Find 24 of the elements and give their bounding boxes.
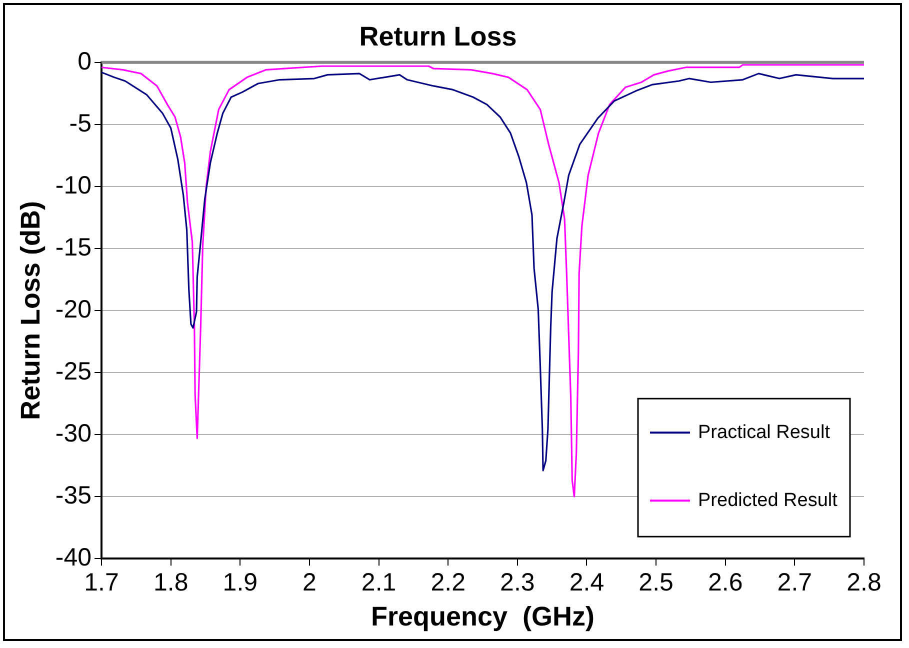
x-tick-label: 1.9 — [222, 568, 258, 596]
chart-title: Return Loss — [359, 22, 517, 52]
legend-label: Practical Result — [698, 422, 831, 443]
y-tick-label: 0 — [78, 47, 92, 76]
y-tick-label: -5 — [69, 109, 92, 138]
y-axis-title: Return Loss (dB) — [16, 201, 46, 420]
x-tick-label: 2.2 — [430, 568, 466, 596]
x-tick-label: 1.8 — [153, 568, 188, 596]
y-tick-label: -20 — [55, 295, 92, 324]
x-tick-label: 2.1 — [361, 568, 396, 596]
x-tick-label: 2 — [302, 568, 316, 596]
x-tick-label: 2.3 — [500, 568, 535, 596]
legend-label: Predicted Result — [698, 490, 838, 511]
x-tick-label: 2.7 — [777, 568, 812, 596]
y-tick-label: -25 — [55, 357, 92, 386]
x-tick-label: 2.6 — [708, 568, 743, 596]
y-tick-label: -30 — [55, 419, 92, 448]
x-tick-label: 2.8 — [846, 568, 882, 596]
x-axis-title: Frequency (GHz) — [371, 601, 595, 632]
x-tick-label: 2.5 — [638, 568, 674, 596]
x-tick-label: 2.4 — [569, 568, 604, 596]
y-tick-label: -10 — [55, 171, 92, 200]
y-tick-label: -15 — [55, 233, 92, 262]
y-tick-label: -35 — [55, 481, 92, 510]
